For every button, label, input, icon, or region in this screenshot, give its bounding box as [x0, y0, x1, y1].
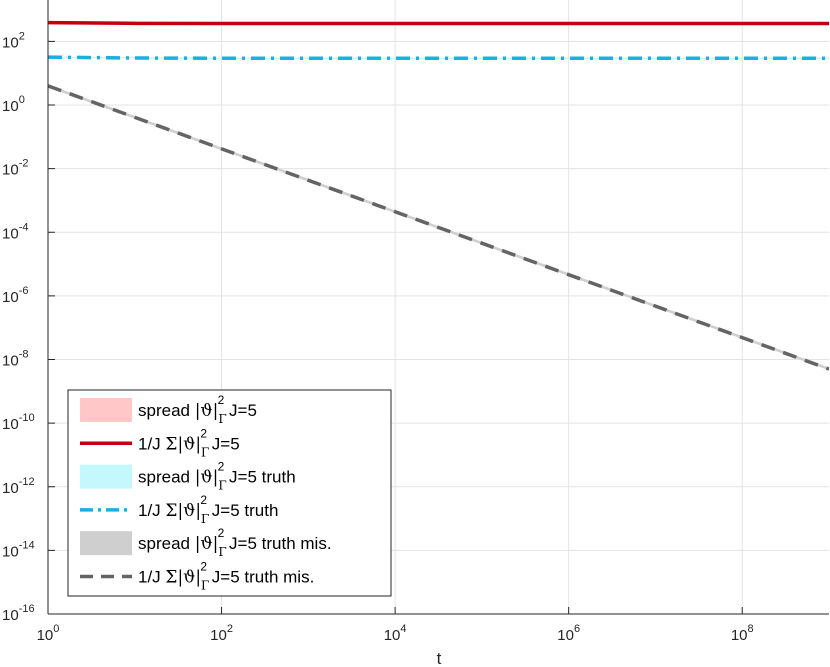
- series-line-1: [48, 20, 829, 26]
- legend-box: [67, 389, 392, 597]
- legend-swatch: [80, 398, 132, 422]
- legend-entry-3: 1/J Σ|ϑ|Γ2 J=5 truth: [138, 493, 278, 526]
- x-tick-labels: 100 102 104 106 108: [37, 623, 754, 644]
- y-tick-label: 100: [2, 94, 25, 115]
- x-tick-label: 108: [731, 623, 754, 644]
- series-line-3: [48, 55, 829, 61]
- y-tick-label: 102: [2, 30, 25, 51]
- y-tick-label: 10-10: [2, 412, 35, 433]
- legend-entry-0: spread |ϑ|Γ2 J=5: [138, 393, 257, 426]
- x-tick-label: 106: [557, 623, 580, 644]
- legend-swatch: [80, 531, 132, 556]
- legend-entry-2: spread |ϑ|Γ2 J=5 truth: [138, 460, 296, 493]
- series-lines: [48, 20, 829, 371]
- legend-entry-1: 1/J Σ|ϑ|Γ2 J=5: [138, 426, 240, 459]
- y-tick-label: 10-14: [2, 539, 35, 560]
- x-tick-label: 102: [210, 623, 233, 644]
- y-tick-label: 10-16: [2, 603, 35, 624]
- legend-entry-5: 1/J Σ|ϑ|Γ2 J=5 truth mis.: [138, 560, 314, 593]
- legend-swatch: [80, 464, 132, 489]
- x-tick-label: 104: [384, 623, 407, 644]
- x-axis-label: t: [437, 649, 442, 667]
- y-tick-label: 10-4: [2, 221, 28, 242]
- legend-entry-4: spread |ϑ|Γ2 J=5 truth mis.: [138, 526, 332, 559]
- series-line-5: [48, 84, 829, 371]
- y-tick-label: 10-8: [2, 349, 28, 370]
- y-tick-label: 10-2: [2, 158, 28, 179]
- axes: [47, 0, 829, 615]
- y-tick-label: 10-6: [2, 285, 28, 306]
- y-tick-label: 10-12: [2, 476, 35, 497]
- y-tick-labels: 102 100 10-2 10-4 10-6 10-8 10-10 10-12 10-14 10-…: [2, 30, 35, 624]
- x-tick-label: 100: [37, 623, 60, 644]
